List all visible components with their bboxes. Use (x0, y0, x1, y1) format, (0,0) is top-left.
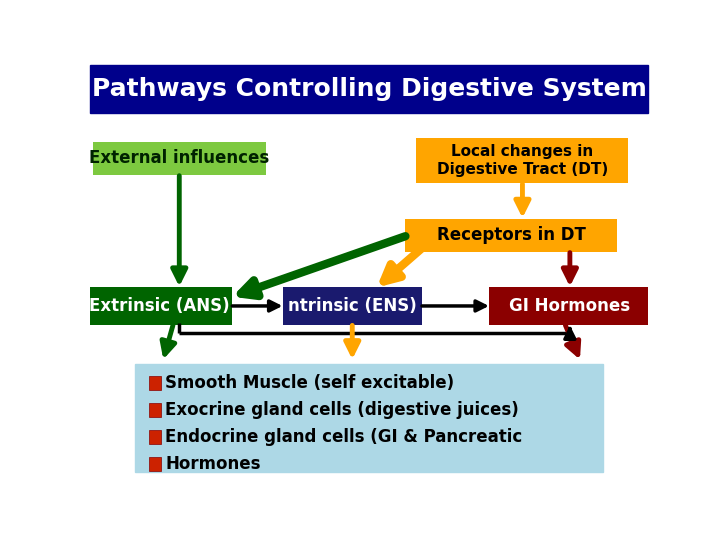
Text: Endocrine gland cells (GI & Pancreatic: Endocrine gland cells (GI & Pancreatic (166, 428, 523, 446)
FancyBboxPatch shape (135, 364, 603, 472)
FancyBboxPatch shape (148, 457, 161, 471)
FancyBboxPatch shape (405, 219, 617, 252)
FancyBboxPatch shape (148, 403, 161, 416)
FancyBboxPatch shape (93, 141, 266, 175)
Text: Receptors in DT: Receptors in DT (437, 226, 586, 244)
Text: Pathways Controlling Digestive System: Pathways Controlling Digestive System (91, 77, 647, 100)
Text: Extrinsic (ANS): Extrinsic (ANS) (89, 297, 230, 315)
FancyBboxPatch shape (489, 287, 651, 325)
Text: ntrinsic (ENS): ntrinsic (ENS) (288, 297, 417, 315)
FancyBboxPatch shape (282, 287, 422, 325)
FancyBboxPatch shape (148, 376, 161, 389)
Text: Smooth Muscle (self excitable): Smooth Muscle (self excitable) (166, 374, 454, 392)
Text: Exocrine gland cells (digestive juices): Exocrine gland cells (digestive juices) (166, 401, 519, 419)
FancyBboxPatch shape (416, 138, 629, 183)
FancyBboxPatch shape (90, 65, 648, 113)
Text: External influences: External influences (89, 150, 269, 167)
Text: Local changes in
Digestive Tract (DT): Local changes in Digestive Tract (DT) (437, 144, 608, 177)
Text: GI Hormones: GI Hormones (509, 297, 631, 315)
FancyBboxPatch shape (148, 430, 161, 443)
FancyBboxPatch shape (87, 287, 233, 325)
Text: Hormones: Hormones (166, 455, 261, 473)
